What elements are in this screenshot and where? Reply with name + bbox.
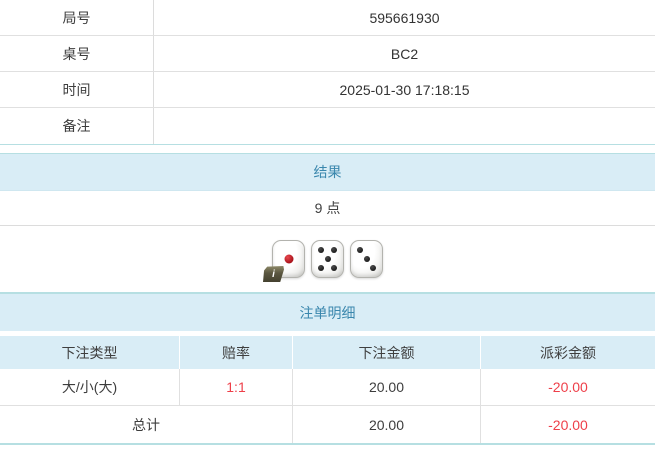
total-row: 总计 20.00 -20.00 <box>0 406 655 443</box>
black-pip <box>324 256 331 262</box>
die-1-value-1: i <box>263 240 305 282</box>
black-pip <box>331 264 338 271</box>
total-amount-cell: 20.00 <box>293 406 481 443</box>
info-row-remark: 备注 <box>0 108 655 144</box>
bet-type-cell: 大/小(大) <box>0 369 180 405</box>
bet-details-title: 注单明细 <box>299 304 356 321</box>
dice-row: i <box>0 226 655 292</box>
info-row-time: 时间 2025-01-30 17:18:15 <box>0 72 655 108</box>
die-3-value-3 <box>350 240 383 278</box>
game-info-table: 局号 595661930 桌号 BC2 时间 2025-01-30 17:18:… <box>0 0 655 145</box>
bet-amount-cell: 20.00 <box>293 369 481 405</box>
result-points: 9 点 <box>314 200 341 216</box>
black-pip <box>356 247 363 254</box>
info-row-round: 局号 595661930 <box>0 0 655 36</box>
round-number-value: 595661930 <box>369 9 440 26</box>
remark-label: 备注 <box>0 108 154 144</box>
result-section-header: 结果 <box>0 153 655 191</box>
black-pip <box>331 247 338 254</box>
bet-row: 大/小(大) 1:1 20.00 -20.00 <box>0 369 655 406</box>
info-icon[interactable]: i <box>263 266 284 282</box>
total-payout-cell: -20.00 <box>548 416 588 433</box>
time-label: 时间 <box>0 72 154 107</box>
black-pip <box>370 264 377 271</box>
remark-value <box>154 108 655 144</box>
round-number-label: 局号 <box>0 0 154 35</box>
die-2-value-5 <box>311 240 344 278</box>
bet-odds-cell: 1:1 <box>180 369 293 405</box>
col-header-payout: 派彩金额 <box>540 344 596 361</box>
col-header-odds: 赔率 <box>180 336 293 369</box>
black-pip <box>363 256 370 262</box>
bet-payout-cell: -20.00 <box>548 379 588 395</box>
bet-table-body: 大/小(大) 1:1 20.00 -20.00 总计 20.00 -20.00 <box>0 369 655 445</box>
total-label-cell: 总计 <box>0 406 293 443</box>
black-pip <box>317 247 324 254</box>
time-value: 2025-01-30 17:18:15 <box>339 81 470 98</box>
bet-table-header: 下注类型 赔率 下注金额 派彩金额 <box>0 336 655 369</box>
bet-section-header: 注单明细 <box>0 292 655 331</box>
col-header-bet-type: 下注类型 <box>0 336 180 369</box>
info-row-table: 桌号 BC2 <box>0 36 655 72</box>
result-points-row: 9 点 <box>0 191 655 226</box>
red-pip <box>284 254 293 264</box>
section-gap <box>0 145 655 153</box>
result-title: 结果 <box>313 164 342 180</box>
col-header-amount: 下注金额 <box>293 336 481 369</box>
black-pip <box>317 264 324 271</box>
section-gap-small <box>0 331 655 336</box>
table-number-label: 桌号 <box>0 36 154 71</box>
table-number-value: BC2 <box>390 45 419 62</box>
